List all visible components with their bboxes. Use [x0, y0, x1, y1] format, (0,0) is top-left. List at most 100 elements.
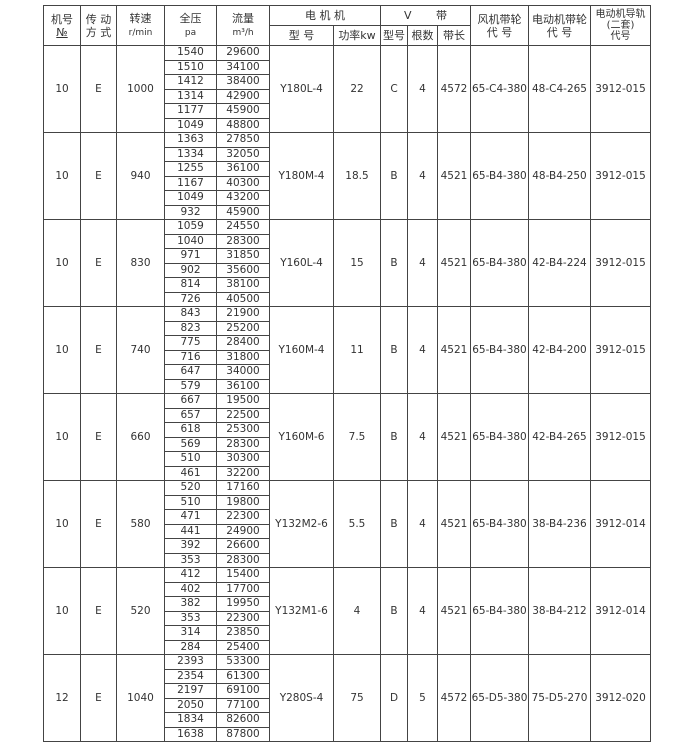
cell-flow: 19500 — [216, 393, 270, 409]
cell-fan-pulley: 65-B4-380 — [470, 132, 529, 220]
cell-flow: 22300 — [216, 610, 270, 626]
cell-flow: 19950 — [216, 596, 270, 612]
cell-speed: 830 — [116, 219, 165, 307]
cell-fan-pulley: 65-B4-380 — [470, 480, 529, 568]
cell-flow: 40500 — [216, 291, 270, 307]
cell-no: 10 — [43, 393, 81, 481]
cell-flow: 25400 — [216, 639, 270, 655]
cell-belt-count: 4 — [407, 132, 438, 220]
cell-pressure: 579 — [164, 378, 217, 394]
header-belt-length: 带长 — [437, 25, 471, 46]
cell-flow: 17160 — [216, 480, 270, 496]
cell-belt-count: 4 — [407, 393, 438, 481]
header-motor: 电 机 机 — [269, 5, 381, 26]
cell-flow: 35600 — [216, 262, 270, 278]
cell-pressure: 932 — [164, 204, 217, 220]
cell-belt-type: D — [380, 654, 408, 742]
cell-rail: 3912-015 — [590, 393, 651, 481]
cell-flow: 32050 — [216, 146, 270, 162]
cell-power: 15 — [333, 219, 381, 307]
table-row: 1040 28300 — [44, 233, 651, 249]
cell-no: 10 — [43, 480, 81, 568]
cell-flow: 30300 — [216, 451, 270, 467]
cell-speed: 740 — [116, 306, 165, 394]
cell-flow: 25200 — [216, 320, 270, 336]
cell-belt-count: 4 — [407, 306, 438, 394]
cell-pressure: 1540 — [164, 45, 217, 61]
cell-flow: 28300 — [216, 233, 270, 249]
cell-motor-pulley: 42-B4-265 — [528, 393, 591, 481]
cell-flow: 28400 — [216, 335, 270, 351]
cell-flow: 69100 — [216, 683, 270, 699]
cell-pressure: 314 — [164, 625, 217, 641]
cell-drive: E — [80, 45, 117, 133]
cell-rail: 3912-014 — [590, 480, 651, 568]
cell-model: Y132M2-6 — [269, 480, 334, 568]
cell-flow: 43200 — [216, 190, 270, 206]
cell-flow: 23850 — [216, 625, 270, 641]
table-row: 579 36100 — [44, 378, 651, 394]
cell-model: Y160M-4 — [269, 306, 334, 394]
cell-pressure: 1049 — [164, 190, 217, 206]
cell-belt-length: 4521 — [437, 480, 471, 568]
cell-motor-pulley: 48-B4-250 — [528, 132, 591, 220]
cell-pressure: 843 — [164, 306, 217, 322]
cell-power: 11 — [333, 306, 381, 394]
cell-pressure: 1334 — [164, 146, 217, 162]
cell-pressure: 1314 — [164, 88, 217, 104]
cell-pressure: 726 — [164, 291, 217, 307]
cell-pressure: 775 — [164, 335, 217, 351]
cell-pressure: 353 — [164, 552, 217, 568]
cell-rail: 3912-014 — [590, 567, 651, 655]
cell-motor-pulley: 48-C4-265 — [528, 45, 591, 133]
cell-pressure: 441 — [164, 523, 217, 539]
cell-pressure: 510 — [164, 451, 217, 467]
cell-belt-type: B — [380, 219, 408, 307]
table-row: 775 28400 — [44, 335, 651, 351]
table-row: 10 E 660 667 19500 Y160M-6 7.5 B 4 4521 65-B4-380 4… — [43, 393, 651, 481]
header-pressure: 全压 pa — [164, 5, 217, 46]
cell-flow: 36100 — [216, 161, 270, 177]
cell-power: 4 — [333, 567, 381, 655]
cell-belt-length: 4521 — [437, 567, 471, 655]
cell-flow: 28300 — [216, 552, 270, 568]
cell-belt-length: 4572 — [437, 45, 471, 133]
cell-pressure: 1040 — [164, 233, 217, 249]
cell-belt-type: B — [380, 567, 408, 655]
cell-speed: 580 — [116, 480, 165, 568]
table-row: 1049 48800 — [44, 117, 651, 133]
cell-model: Y160L-4 — [269, 219, 334, 307]
cell-pressure: 647 — [164, 364, 217, 380]
fan-spec-table: 机号 № 传 动方 式 转速 r/min 全压 pa 流量 m³/h 电 机 机 V 带… — [43, 5, 651, 742]
cell-flow: 42900 — [216, 88, 270, 104]
cell-flow: 24900 — [216, 523, 270, 539]
table-row: 971 31850 — [44, 248, 651, 264]
cell-belt-type: B — [380, 480, 408, 568]
cell-power: 75 — [333, 654, 381, 742]
cell-rail: 3912-015 — [590, 219, 651, 307]
cell-power: 5.5 — [333, 480, 381, 568]
header-motor-power: 功率kw — [333, 25, 381, 46]
cell-motor-pulley: 38-B4-212 — [528, 567, 591, 655]
cell-pressure: 1059 — [164, 219, 217, 235]
table-row: 647 34000 — [44, 364, 651, 380]
cell-flow: 34100 — [216, 59, 270, 75]
table-row: 10 E 830 1059 24550 Y160L-4 15 B 4 4521 65-B4-380 4… — [43, 219, 651, 307]
cell-flow: 45900 — [216, 103, 270, 119]
cell-belt-length: 4521 — [437, 132, 471, 220]
cell-fan-pulley: 65-B4-380 — [470, 306, 529, 394]
cell-flow: 22300 — [216, 509, 270, 525]
cell-pressure: 814 — [164, 277, 217, 293]
cell-motor-pulley: 75-D5-270 — [528, 654, 591, 742]
header-belt-type: 型号 — [380, 25, 408, 46]
cell-pressure: 461 — [164, 465, 217, 481]
cell-fan-pulley: 65-B4-380 — [470, 393, 529, 481]
cell-no: 10 — [43, 132, 81, 220]
cell-pressure: 353 — [164, 610, 217, 626]
header-fan-pulley: 风机带轮代 号 — [470, 5, 529, 46]
cell-model: Y280S-4 — [269, 654, 334, 742]
cell-pressure: 284 — [164, 639, 217, 655]
cell-pressure: 471 — [164, 509, 217, 525]
cell-model: Y180M-4 — [269, 132, 334, 220]
table-row: 1255 36100 — [44, 161, 651, 177]
